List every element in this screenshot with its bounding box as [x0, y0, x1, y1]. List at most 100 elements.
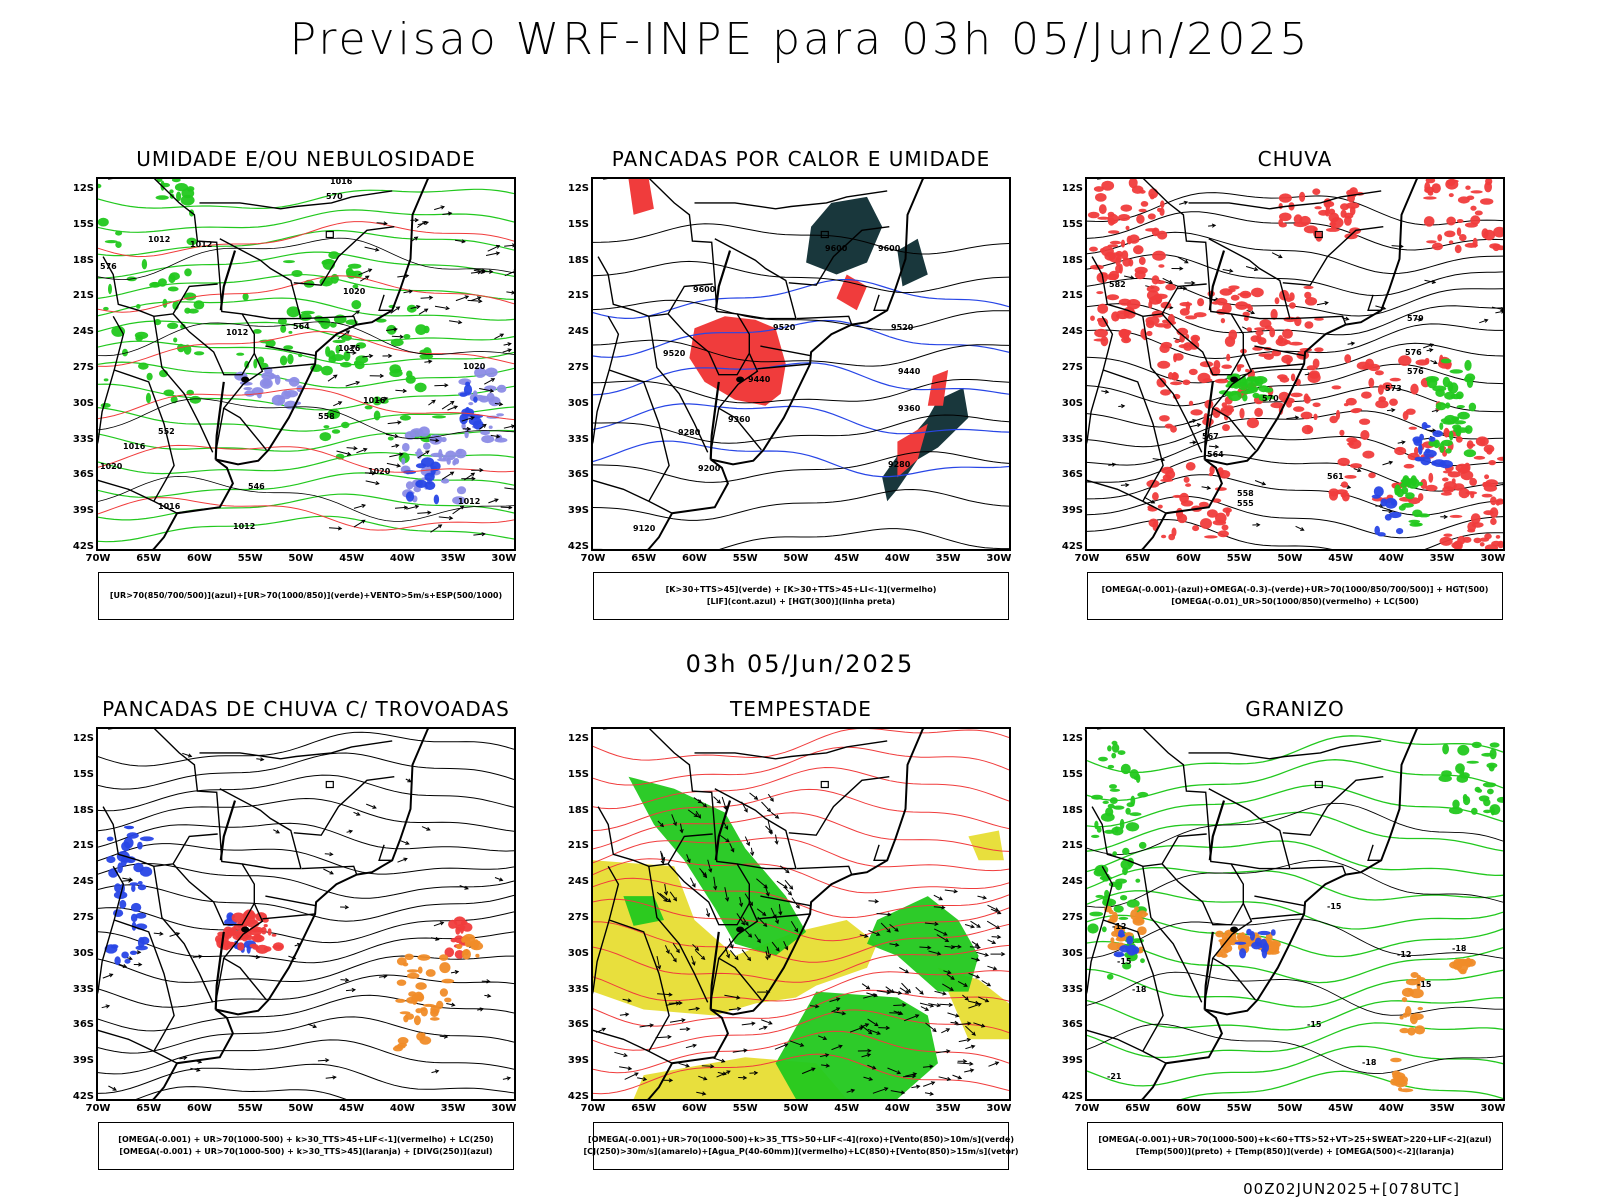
arrow-shaft [494, 333, 504, 340]
wind-vector [941, 1028, 951, 1034]
rain-area [1204, 535, 1218, 539]
humidity-patch [138, 362, 149, 370]
wind-vector [861, 1053, 872, 1058]
wind-vector [915, 986, 924, 995]
contour-label: 1016 [363, 396, 386, 405]
arrow-shaft [713, 796, 721, 804]
country-border [265, 345, 316, 357]
temp-850-patch [1489, 742, 1500, 748]
temp-850-patch [1483, 809, 1492, 814]
thunderstorm-area [253, 933, 263, 943]
moderate-rain [1457, 411, 1470, 420]
arrow-shaft [829, 998, 840, 1003]
temp-850-contour [1087, 890, 1503, 930]
wind-vector [660, 850, 665, 865]
arrow-shaft [687, 809, 698, 817]
contour-label: 1020 [100, 462, 123, 471]
rain-area [1289, 302, 1296, 309]
temp-850-patch [1118, 916, 1129, 920]
contour-label: -12 [1397, 950, 1411, 959]
panel-legend: [UR>70(850/700/500)](azul)+[UR>70(1000/8… [98, 572, 514, 620]
arrow-head [426, 826, 431, 831]
divergence-area [126, 832, 139, 839]
wind-vector [452, 505, 465, 515]
rain-area [1171, 372, 1179, 381]
temp-850-contour [1087, 735, 1503, 774]
contour-label: 558 [318, 412, 335, 421]
arrow-shaft [669, 1019, 685, 1023]
thunderstorm-area [271, 933, 277, 937]
arrow-shaft [944, 945, 955, 948]
arrow-head [868, 1030, 873, 1035]
humidity-patch [184, 268, 192, 277]
flow-arrow [1246, 309, 1256, 315]
instability-area [689, 316, 786, 406]
arrow-head [710, 1064, 715, 1069]
arrow-shaft [986, 920, 1000, 929]
rain-area [1221, 364, 1232, 369]
streamline-arrow [481, 979, 491, 984]
panel-trovoadas: PANCADAS DE CHUVA C/ TROVOADAS 12S 15S 18S… [73, 697, 516, 1172]
legend-line: [UR>70(850/700/500)](azul)+[UR>70(1000/8… [109, 591, 503, 600]
temp-850-patch [1135, 878, 1141, 883]
arrow-shaft [360, 275, 369, 282]
arrow-shaft [717, 1071, 727, 1075]
country-border [219, 238, 302, 320]
strong-omega-area [1237, 934, 1250, 941]
strong-omega-area [1391, 1070, 1401, 1078]
contour-label: 9120 [633, 524, 656, 533]
contour-label: 576 [1407, 367, 1424, 376]
legend-line: [OMEGA(-0.01)_UR>50(1000/850)(vermelho) … [1171, 597, 1419, 606]
arrow-head [399, 334, 404, 339]
country-border [102, 806, 218, 868]
streamline-arrow [405, 778, 412, 783]
wind-vector [878, 1025, 891, 1030]
panel-tempestade: TEMPESTADE 12S 15S 18S 21S 24S 27S 30S 33S 36S 39… [568, 697, 1019, 1172]
deep-humidity [463, 384, 473, 396]
streamline [98, 1016, 514, 1054]
arrow-shaft [939, 1003, 953, 1006]
contour-label: 561 [1327, 472, 1344, 481]
arrow-head [109, 973, 114, 978]
shower-area [413, 1015, 421, 1026]
lat-tick-label: 15S [567, 768, 589, 780]
streamline-arrow [397, 857, 408, 863]
arrow-head [736, 995, 741, 1000]
rain-area [1224, 336, 1236, 347]
arrow-head [744, 921, 749, 927]
arrow-head [692, 1043, 698, 1048]
arrow-head [730, 848, 735, 853]
arrow-head [668, 1078, 674, 1083]
contour-label: 9280 [678, 428, 701, 437]
rain-area [1115, 250, 1123, 257]
arrow-head [734, 956, 739, 961]
lon-tick-label: 30W [1480, 1103, 1506, 1114]
lat-tick-label: 21S [567, 290, 589, 302]
lon-tick-label: 65W [631, 1103, 657, 1114]
geopotential-contour [1087, 386, 1503, 428]
humidity-patch [167, 322, 179, 329]
lat-tick-label: 18S [1061, 804, 1083, 816]
wind-vector [947, 1012, 960, 1018]
rain-area [1479, 542, 1485, 547]
wind-vector [622, 998, 633, 1003]
arrow-shaft [337, 330, 350, 340]
wind-vector [503, 424, 514, 429]
contour-label: 1016 [338, 344, 361, 353]
country-border [1188, 190, 1382, 210]
basemap [1087, 179, 1419, 549]
country-border [1087, 315, 1114, 445]
arrow-head [510, 424, 514, 429]
streamline [135, 1086, 347, 1099]
wind-vector [449, 320, 463, 325]
arrow-head [383, 221, 388, 226]
temp-850-patch [1094, 820, 1099, 830]
humidity-patch [180, 323, 186, 330]
lon-tick-label: 35W [440, 1103, 466, 1114]
wind-vector [928, 950, 942, 956]
lat-tick-label: 21S [1061, 290, 1083, 302]
wind-vector [386, 462, 402, 468]
arrow-shaft [446, 1003, 455, 1006]
arrow-shaft [876, 990, 891, 994]
wind-vector [619, 1066, 633, 1071]
